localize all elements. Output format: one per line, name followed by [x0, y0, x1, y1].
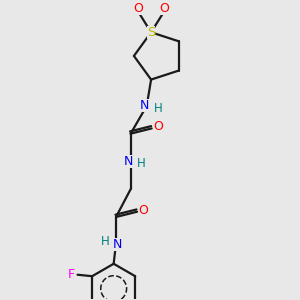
Text: N: N	[124, 155, 133, 168]
Text: O: O	[153, 120, 163, 134]
Text: S: S	[147, 26, 155, 39]
Text: O: O	[139, 204, 148, 217]
Text: N: N	[113, 238, 122, 251]
Text: H: H	[100, 235, 109, 248]
Text: F: F	[68, 268, 75, 281]
Text: H: H	[153, 102, 162, 115]
Text: H: H	[137, 157, 146, 170]
Text: N: N	[140, 99, 149, 112]
Text: O: O	[159, 2, 169, 15]
Text: O: O	[133, 2, 143, 15]
